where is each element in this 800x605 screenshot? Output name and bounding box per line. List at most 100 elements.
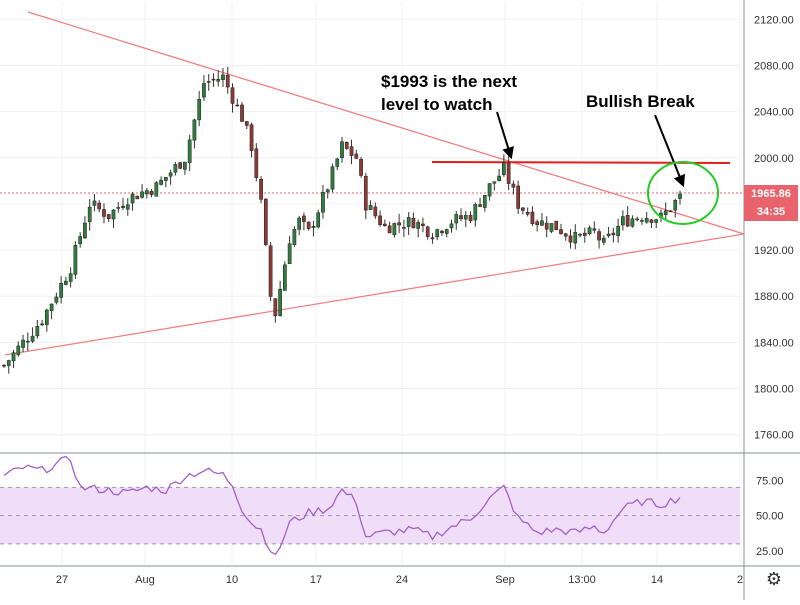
candle (330, 163, 335, 193)
candle (244, 121, 249, 130)
candle (511, 180, 516, 195)
candle (149, 189, 154, 198)
candle (601, 235, 606, 246)
candle (582, 227, 587, 243)
candle-body-up (168, 172, 173, 177)
candle-body-up (30, 335, 35, 342)
candle-body-up (606, 233, 611, 237)
candle (616, 218, 620, 243)
candle-body-down (478, 204, 482, 207)
candle-body-down (97, 202, 102, 210)
candle-body-down (106, 214, 111, 219)
candle-body-down (559, 229, 563, 234)
time-tick-label: 2 (737, 574, 743, 586)
price-tick-label: 1800.00 (754, 384, 794, 396)
candle-body-down (178, 162, 182, 169)
candle (64, 276, 68, 286)
candle (568, 229, 573, 249)
candle (516, 180, 520, 214)
candle (406, 212, 411, 236)
candle (292, 226, 297, 247)
candle (525, 207, 530, 217)
candle-body-up (68, 273, 73, 282)
candle (106, 214, 111, 223)
candle (463, 211, 468, 228)
candle (178, 161, 182, 170)
candle (6, 359, 11, 374)
candle-body-up (202, 83, 206, 98)
candle (311, 220, 316, 237)
candle (416, 219, 421, 238)
time-tick-label: Sep (495, 574, 515, 586)
candle-body-up (416, 222, 421, 229)
candle-body-up (640, 220, 644, 222)
trendlines[interactable] (0, 11, 745, 356)
candle-body-down (521, 207, 525, 211)
candle (130, 191, 135, 211)
candle-body-up (454, 214, 459, 224)
descending-trendline (27, 11, 745, 235)
candle-body-down (468, 215, 473, 222)
candle-body-up (340, 141, 344, 159)
candle-body-up (406, 217, 411, 227)
candle (87, 199, 92, 231)
candle-body-down (373, 206, 378, 217)
candle (240, 102, 244, 122)
price-tick-label: 1920.00 (754, 245, 794, 257)
candle (335, 157, 340, 171)
candle-body-up (16, 345, 21, 355)
candle (125, 198, 130, 216)
candle (249, 122, 254, 158)
candle (287, 235, 292, 265)
candle-body-down (121, 205, 125, 208)
candle (254, 143, 259, 182)
candle (521, 207, 525, 215)
candle-body-up (297, 217, 302, 230)
candle-body-down (363, 175, 368, 211)
candle-body-up (192, 119, 197, 141)
candle (382, 219, 387, 227)
candle (430, 233, 435, 244)
annotation-shapes[interactable] (496, 111, 719, 225)
candle-body-up (497, 175, 501, 181)
candle (283, 261, 287, 291)
candle (621, 210, 625, 231)
candle (111, 209, 116, 229)
ascending-trendline (4, 233, 745, 356)
candle (144, 187, 149, 199)
candle (354, 149, 359, 160)
candle (368, 200, 373, 211)
time-tick-label: 17 (310, 574, 322, 586)
candle (21, 334, 25, 353)
candle-body-up (321, 192, 325, 213)
candle-body-up (392, 223, 397, 236)
candle (459, 208, 463, 222)
candle (587, 225, 592, 236)
candle (387, 221, 392, 234)
candle-body-down (378, 215, 382, 226)
gear-icon[interactable]: ⚙ (765, 569, 783, 590)
candle-body-up (292, 229, 297, 245)
candle (349, 139, 354, 165)
candle-body-down (149, 190, 154, 195)
candle (325, 188, 330, 199)
candle-body-down (421, 223, 425, 226)
rsi-line (3, 455, 681, 556)
candle-body-up (654, 219, 659, 223)
candle (206, 74, 211, 91)
candle-body-down (611, 232, 616, 236)
candle-body-down (511, 183, 516, 188)
candle-body-down (525, 212, 530, 215)
candle (273, 298, 278, 323)
candle (606, 226, 611, 238)
candle (344, 141, 349, 150)
candle (625, 206, 630, 228)
candle (25, 332, 30, 352)
candle (378, 210, 382, 227)
candle (468, 211, 473, 223)
candle-body-down (625, 215, 630, 227)
candle (535, 219, 540, 232)
candle (202, 75, 206, 101)
